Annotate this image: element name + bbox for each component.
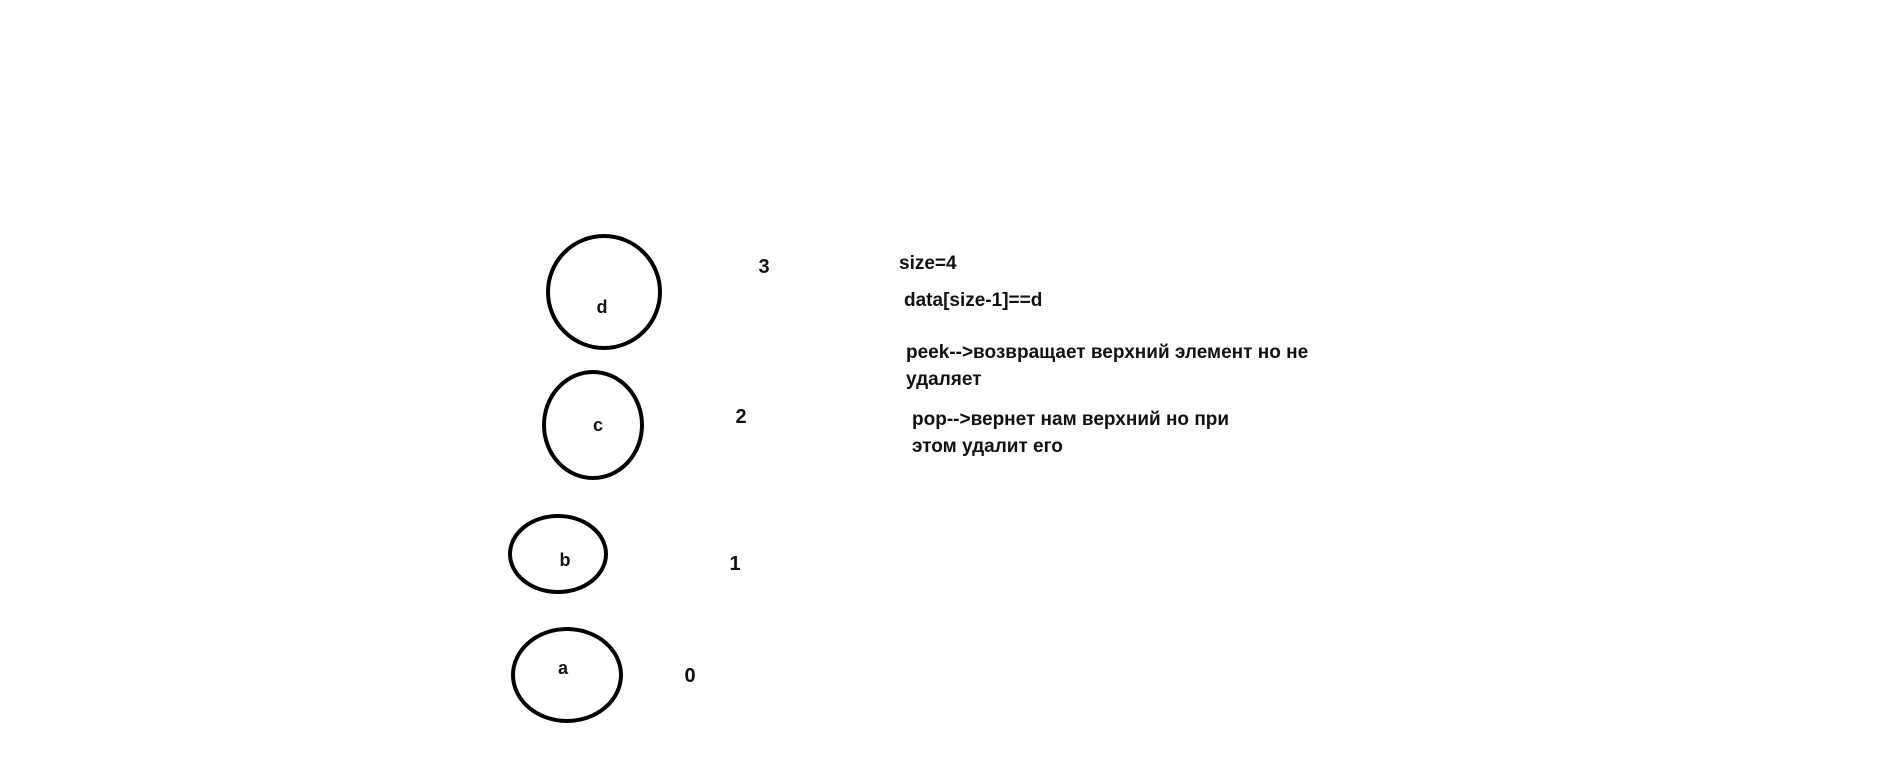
node-label-b: b xyxy=(560,550,571,570)
index-label-2: 2 xyxy=(735,406,746,428)
stack-node-b: b xyxy=(508,514,608,594)
index-label-0: 0 xyxy=(684,665,695,687)
stack-node-d: d xyxy=(546,234,662,350)
index-label-1: 1 xyxy=(729,553,740,575)
index-label-3: 3 xyxy=(758,256,769,278)
size-note: size=4 xyxy=(899,253,957,274)
node-circle-a xyxy=(511,627,623,723)
peek-note-line-1: peek-->возвращает верхний элемент но не xyxy=(906,342,1309,363)
peek-note: peek-->возвращает верхний элемент но не … xyxy=(906,339,1308,393)
pop-note: pop-->вернет нам верхний но при этом уда… xyxy=(912,406,1229,460)
pop-note-line-2: этом удалит его xyxy=(912,436,1063,457)
top-access-note: data[size-1]==d xyxy=(904,290,1043,311)
pop-note-line-1: pop-->вернет нам верхний но при xyxy=(912,409,1230,430)
node-label-c: c xyxy=(593,415,603,435)
node-circle-b xyxy=(508,514,608,594)
node-label-a: a xyxy=(558,658,569,678)
peek-note-line-2: удаляет xyxy=(906,369,982,390)
stack-node-a: a xyxy=(511,627,623,723)
node-circle-c xyxy=(542,370,644,480)
stack-node-c: c xyxy=(542,370,644,480)
node-label-d: d xyxy=(597,297,608,317)
node-circle-d xyxy=(546,234,662,350)
